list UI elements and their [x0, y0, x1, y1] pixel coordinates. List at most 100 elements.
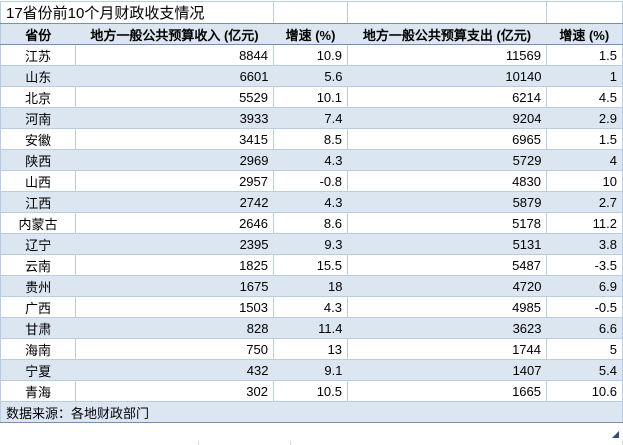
cell-province: 北京	[0, 86, 76, 108]
column-header-revenue: 地方一般公共预算收入 (亿元)	[75, 23, 274, 45]
cell-revenue-growth: 10.9	[273, 44, 348, 66]
cell-revenue: 6601	[75, 65, 274, 87]
column-header-expenditure: 地方一般公共预算支出 (亿元)	[347, 23, 547, 45]
cell-expenditure-growth: 10.6	[546, 380, 623, 402]
cell-expenditure-growth: 4.5	[546, 86, 623, 108]
cell-province: 河南	[0, 107, 76, 129]
table-row: 海南 750 13 1744 5	[0, 338, 623, 360]
cell-expenditure-growth: 11.2	[546, 212, 623, 234]
table-body: 江苏 8844 10.9 11569 1.5 山东 6601 5.6 10140…	[0, 44, 623, 402]
title-row: 17省份前10个月财政收支情况	[0, 1, 623, 24]
cell-revenue: 2742	[75, 191, 274, 213]
cell-revenue-growth: 9.1	[273, 359, 348, 381]
cell-revenue-growth: 11.4	[273, 317, 348, 339]
table-row: 北京 5529 10.1 6214 4.5	[0, 86, 623, 108]
table-row: 河南 3933 7.4 9204 2.9	[0, 107, 623, 129]
cell-province: 海南	[0, 338, 76, 360]
cell-expenditure-growth: -3.5	[546, 254, 623, 276]
cell-expenditure-growth: 1	[546, 65, 623, 87]
cell-expenditure: 5131	[347, 233, 547, 255]
column-header-revenue-growth: 增速 (%)	[273, 23, 348, 45]
cell-province: 甘肃	[0, 317, 76, 339]
worksheet-edge-strip	[0, 441, 623, 445]
header-row: 省份 地方一般公共预算收入 (亿元) 增速 (%) 地方一般公共预算支出 (亿元…	[0, 23, 623, 45]
table-row: 内蒙古 2646 8.6 5178 11.2	[0, 212, 623, 234]
cell-expenditure: 9204	[347, 107, 547, 129]
table-row: 山东 6601 5.6 10140 1	[0, 65, 623, 87]
cell-expenditure: 5487	[347, 254, 547, 276]
cell-province: 云南	[0, 254, 76, 276]
cell-expenditure: 4830	[347, 170, 547, 192]
cell-province: 陕西	[0, 149, 76, 171]
cell-expenditure: 1665	[347, 380, 547, 402]
table-row: 辽宁 2395 9.3 5131 3.8	[0, 233, 623, 255]
cell-revenue: 2646	[75, 212, 274, 234]
cell-province: 广西	[0, 296, 76, 318]
cell-expenditure: 6214	[347, 86, 547, 108]
table-row: 甘肃 828 11.4 3623 6.6	[0, 317, 623, 339]
cell-expenditure-growth: 3.8	[546, 233, 623, 255]
cell-revenue-growth: 9.3	[273, 233, 348, 255]
title-row-empty-cell	[546, 1, 623, 24]
cell-revenue: 1825	[75, 254, 274, 276]
cell-expenditure-growth: 10	[546, 170, 623, 192]
fiscal-table: 17省份前10个月财政收支情况 省份 地方一般公共预算收入 (亿元) 增速 (%…	[0, 1, 623, 423]
worksheet-gridline	[290, 441, 291, 445]
column-header-expenditure-growth: 增速 (%)	[546, 23, 623, 45]
table-title: 17省份前10个月财政收支情况	[0, 1, 274, 24]
worksheet-gridline	[198, 441, 199, 445]
cell-revenue: 1503	[75, 296, 274, 318]
cell-revenue: 432	[75, 359, 274, 381]
cell-expenditure: 5879	[347, 191, 547, 213]
cell-revenue-growth: -0.8	[273, 170, 348, 192]
cell-revenue-growth: 4.3	[273, 149, 348, 171]
cell-revenue-growth: 8.5	[273, 128, 348, 150]
cell-province: 内蒙古	[0, 212, 76, 234]
cell-revenue: 750	[75, 338, 274, 360]
cell-revenue: 2957	[75, 170, 274, 192]
cell-expenditure-growth: 1.5	[546, 128, 623, 150]
cell-revenue: 1675	[75, 275, 274, 297]
cell-expenditure: 5178	[347, 212, 547, 234]
cell-revenue-growth: 7.4	[273, 107, 348, 129]
table-row: 山西 2957 -0.8 4830 10	[0, 170, 623, 192]
cell-revenue-growth: 4.3	[273, 296, 348, 318]
cell-expenditure: 11569	[347, 44, 547, 66]
cell-revenue: 3933	[75, 107, 274, 129]
source-row: 数据来源：各地财政部门	[0, 401, 623, 423]
table-row: 青海 302 10.5 1665 10.6	[0, 380, 623, 402]
table-row: 广西 1503 4.3 4985 -0.5	[0, 296, 623, 318]
table-row: 江苏 8844 10.9 11569 1.5	[0, 44, 623, 66]
cell-revenue-growth: 18	[273, 275, 348, 297]
cell-province: 辽宁	[0, 233, 76, 255]
cell-expenditure-growth: 5.4	[546, 359, 623, 381]
cell-revenue: 2395	[75, 233, 274, 255]
cell-province: 宁夏	[0, 359, 76, 381]
cell-revenue: 3415	[75, 128, 274, 150]
resize-handle-icon[interactable]	[612, 431, 619, 438]
cell-expenditure: 4985	[347, 296, 547, 318]
cell-province: 江西	[0, 191, 76, 213]
column-header-province: 省份	[0, 23, 76, 45]
cell-province: 青海	[0, 380, 76, 402]
cell-expenditure-growth: 1.5	[546, 44, 623, 66]
cell-province: 山西	[0, 170, 76, 192]
table-row: 云南 1825 15.5 5487 -3.5	[0, 254, 623, 276]
cell-expenditure-growth: -0.5	[546, 296, 623, 318]
cell-revenue-growth: 8.6	[273, 212, 348, 234]
cell-revenue: 828	[75, 317, 274, 339]
cell-expenditure: 10140	[347, 65, 547, 87]
cell-province: 江苏	[0, 44, 76, 66]
cell-revenue-growth: 10.5	[273, 380, 348, 402]
title-row-empty-cell	[347, 1, 547, 24]
cell-expenditure: 4720	[347, 275, 547, 297]
cell-revenue: 302	[75, 380, 274, 402]
cell-revenue-growth: 5.6	[273, 65, 348, 87]
cell-province: 贵州	[0, 275, 76, 297]
cell-expenditure-growth: 6.6	[546, 317, 623, 339]
title-row-empty-cell	[273, 1, 348, 24]
cell-expenditure-growth: 4	[546, 149, 623, 171]
table-row: 安徽 3415 8.5 6965 1.5	[0, 128, 623, 150]
table-row: 江西 2742 4.3 5879 2.7	[0, 191, 623, 213]
cell-expenditure: 1407	[347, 359, 547, 381]
